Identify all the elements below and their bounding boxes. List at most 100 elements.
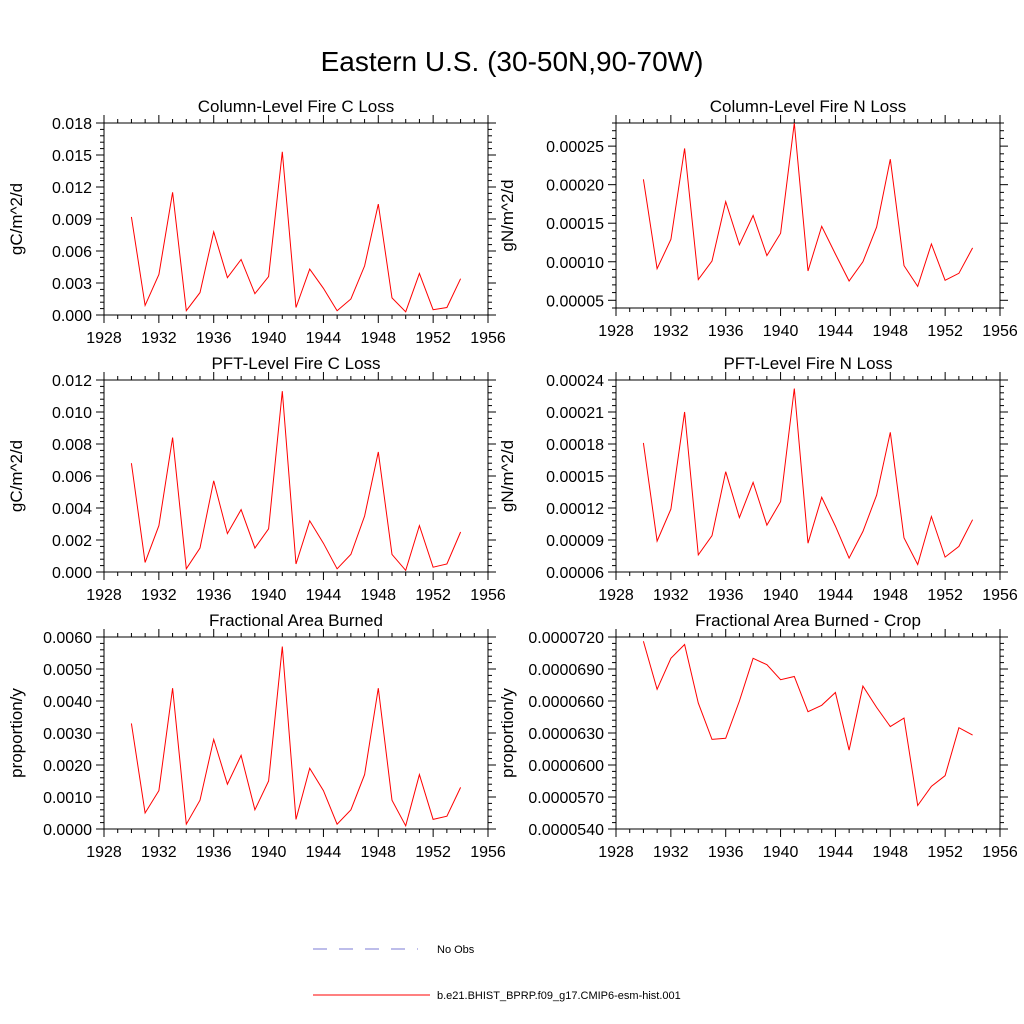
- x-tick-label: 1936: [708, 844, 744, 861]
- panel-title: PFT-Level Fire C Loss: [211, 354, 380, 373]
- x-tick-label: 1944: [306, 587, 342, 604]
- y-tick-label: 0.009: [52, 212, 92, 229]
- plot-frame: [103, 636, 489, 830]
- y-tick-label: 0.015: [52, 148, 92, 165]
- y-tick-label: 0.008: [52, 437, 92, 454]
- series-line: [130, 151, 462, 313]
- y-tick-label: 0.00015: [546, 469, 604, 486]
- x-tick-label: 1936: [196, 587, 232, 604]
- y-tick-label: 0.010: [52, 405, 92, 422]
- y-tick-label: 0.0050: [43, 662, 92, 679]
- y-axis-label: proportion/y: [7, 688, 26, 778]
- y-tick-label: 0.0030: [43, 726, 92, 743]
- x-tick-label: 1956: [470, 844, 506, 861]
- x-tick-label: 1948: [872, 323, 908, 340]
- x-tick-label: 1940: [251, 330, 287, 347]
- y-tick-label: 0.0040: [43, 694, 92, 711]
- x-tick-label: 1944: [306, 844, 342, 861]
- y-tick-label: 0.006: [52, 244, 92, 261]
- x-tick-label: 1944: [818, 844, 854, 861]
- x-tick-label: 1952: [927, 587, 963, 604]
- y-axis-label: gC/m^2/d: [7, 440, 26, 512]
- chart-panel-5: 1928 1932 1936 1940 1944 1948 1952 1956 0.0000 0.…: [7, 611, 506, 861]
- panel-title: Fractional Area Burned - Crop: [695, 611, 921, 630]
- series-line: [642, 122, 974, 288]
- x-tick-label: 1928: [598, 844, 634, 861]
- x-tick-label: 1932: [141, 844, 177, 861]
- x-tick-label: 1944: [818, 587, 854, 604]
- x-tick-label: 1932: [141, 587, 177, 604]
- x-tick-label: 1956: [982, 844, 1018, 861]
- panel-title: Column-Level Fire C Loss: [198, 97, 395, 116]
- y-tick-label: 0.0020: [43, 758, 92, 775]
- x-tick-label: 1948: [872, 844, 908, 861]
- y-tick-label: 0.002: [52, 533, 92, 550]
- x-tick-label: 1928: [86, 587, 122, 604]
- y-axis-label: gN/m^2/d: [498, 179, 517, 251]
- x-tick-label: 1936: [196, 844, 232, 861]
- chart-panel-1: 1928 1932 1936 1940 1944 1948 1952 1956 0.000 0.0…: [7, 97, 506, 347]
- legend-label-model: b.e21.BHIST_BPRP.f09_g17.CMIP6-esm-hist.…: [437, 990, 681, 1002]
- chart-panel-4: 1928 1932 1936 1940 1944 1948 1952 1956 0.00006 0…: [498, 354, 1018, 604]
- x-tick-label: 1952: [415, 587, 451, 604]
- y-axis-label: gN/m^2/d: [498, 440, 517, 512]
- y-tick-label: 0.004: [52, 501, 92, 518]
- x-tick-label: 1952: [415, 330, 451, 347]
- x-tick-label: 1952: [927, 844, 963, 861]
- y-tick-label: 0.00015: [546, 216, 604, 233]
- x-tick-label: 1936: [708, 587, 744, 604]
- y-tick-label: 0.000: [52, 565, 92, 582]
- y-tick-label: 0.00006: [546, 565, 604, 582]
- y-tick-label: 0.00012: [546, 501, 604, 518]
- legend: No Obs b.e21.BHIST_BPRP.f09_g17.CMIP6-es…: [313, 944, 681, 1002]
- x-tick-label: 1956: [982, 587, 1018, 604]
- y-tick-label: 0.00021: [546, 405, 604, 422]
- x-tick-label: 1936: [196, 330, 232, 347]
- x-tick-label: 1940: [763, 587, 799, 604]
- x-tick-label: 1932: [653, 587, 689, 604]
- y-tick-label: 0.012: [52, 180, 92, 197]
- x-tick-label: 1952: [415, 844, 451, 861]
- x-tick-label: 1932: [653, 323, 689, 340]
- x-tick-label: 1956: [470, 587, 506, 604]
- y-tick-label: 0.00018: [546, 437, 604, 454]
- y-tick-label: 0.00010: [546, 255, 604, 272]
- chart-panel-2: 1928 1932 1936 1940 1944 1948 1952 1956 0.00005 0…: [498, 97, 1018, 340]
- x-tick-label: 1944: [818, 323, 854, 340]
- x-tick-label: 1948: [872, 587, 908, 604]
- plot-frame: [103, 122, 489, 316]
- series-line: [130, 391, 462, 572]
- x-tick-label: 1932: [653, 844, 689, 861]
- x-tick-label: 1928: [598, 587, 634, 604]
- panel-title: Column-Level Fire N Loss: [710, 97, 907, 116]
- series-line: [642, 641, 973, 807]
- x-tick-label: 1948: [360, 330, 396, 347]
- y-tick-label: 0.0000720: [528, 630, 604, 647]
- panel-title: PFT-Level Fire N Loss: [723, 354, 892, 373]
- y-tick-label: 0.0060: [43, 630, 92, 647]
- series-line: [130, 646, 462, 828]
- y-tick-label: 0.00005: [546, 293, 604, 310]
- y-tick-label: 0.018: [52, 116, 92, 133]
- x-tick-label: 1944: [306, 330, 342, 347]
- y-tick-label: 0.00025: [546, 139, 604, 156]
- panel-title: Fractional Area Burned: [209, 611, 383, 630]
- y-tick-label: 0.00009: [546, 533, 604, 550]
- x-tick-label: 1940: [763, 844, 799, 861]
- figure-title: Eastern U.S. (30-50N,90-70W): [320, 46, 704, 77]
- y-tick-label: 0.00020: [546, 178, 604, 195]
- plot-frame: [103, 379, 489, 573]
- y-axis-label: proportion/y: [498, 688, 517, 778]
- y-tick-label: 0.0000690: [528, 662, 604, 679]
- x-tick-label: 1928: [86, 844, 122, 861]
- series-line: [642, 388, 974, 566]
- x-tick-label: 1932: [141, 330, 177, 347]
- y-tick-label: 0.0000540: [528, 822, 604, 839]
- y-tick-label: 0.0010: [43, 790, 92, 807]
- plot-frame: [615, 122, 1001, 309]
- legend-label-no-obs: No Obs: [437, 944, 475, 956]
- x-tick-label: 1940: [763, 323, 799, 340]
- y-tick-label: 0.0000630: [528, 726, 604, 743]
- y-tick-label: 0.0000570: [528, 790, 604, 807]
